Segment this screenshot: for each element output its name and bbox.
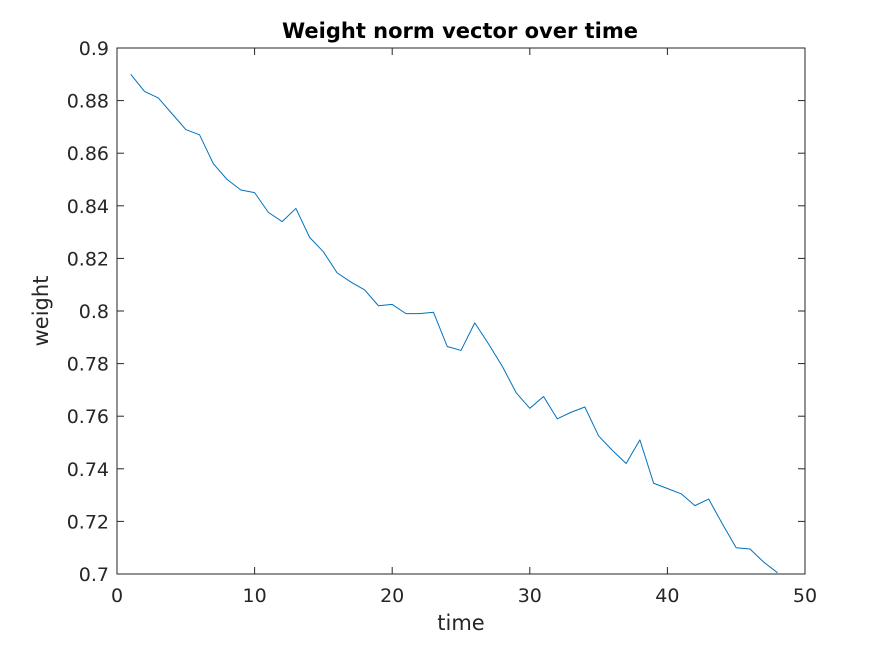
x-tick-label: 10 [243,585,267,607]
y-tick-label: 0.76 [67,406,109,428]
y-tick-label: 0.78 [67,354,109,376]
y-tick-label: 0.84 [67,196,109,218]
x-tick-label: 20 [380,585,404,607]
y-tick-label: 0.9 [79,38,109,60]
x-tick-label: 50 [793,585,817,607]
y-tick-label: 0.7 [79,564,109,586]
plot-area [116,47,806,575]
x-tick-label: 0 [111,585,123,607]
y-tick-label: 0.82 [67,248,109,270]
x-tick-label: 40 [655,585,679,607]
y-axis-label: weight [29,276,53,347]
x-axis-label: time [437,611,484,635]
chart-title: Weight norm vector over time [282,19,638,43]
y-tick-label: 0.74 [67,459,109,481]
y-tick-label: 0.86 [67,143,109,165]
y-tick-label: 0.88 [67,91,109,113]
series-line [130,73,778,574]
y-tick-label: 0.8 [79,301,109,323]
y-tick-label: 0.72 [67,511,109,533]
x-tick-label: 30 [518,585,542,607]
